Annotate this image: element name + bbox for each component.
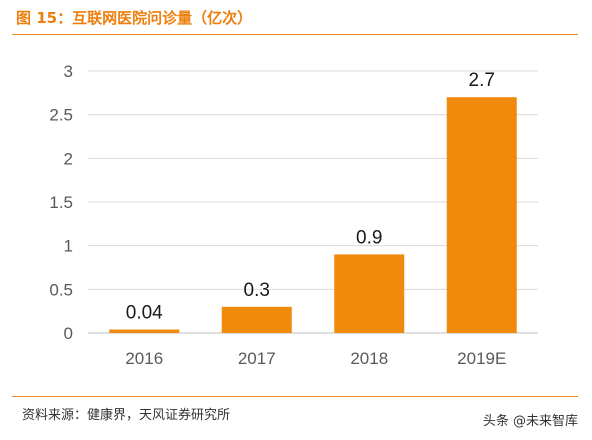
data-label: 0.3 [244,280,270,301]
y-tick-label: 0 [64,324,73,343]
y-tick-label: 1.5 [49,193,73,212]
bar [221,306,292,333]
bar [109,329,180,333]
y-axis-ticks: 0 0.5 1 1.5 2 2.5 3 [49,62,73,343]
title-rule [12,34,578,35]
y-tick-label: 3 [64,62,73,81]
y-tick-label: 0.5 [49,280,73,299]
data-label: 0.9 [356,227,382,248]
data-label: 0.04 [126,303,163,324]
data-labels: 0.04 0.3 0.9 2.7 [126,70,495,323]
data-label: 2.7 [469,70,495,91]
y-tick-label: 1 [64,237,73,256]
x-tick-label: 2019E [457,349,506,368]
x-axis-ticks: 2016 2017 2018 2019E [125,349,506,368]
source-rule [12,396,578,397]
x-tick-label: 2017 [238,349,276,368]
bar [446,97,517,333]
x-tick-label: 2018 [350,349,388,368]
figure-title: 图 15：互联网医院问诊量（亿次） [16,9,253,27]
y-tick-label: 2.5 [49,106,73,125]
bar [334,254,405,333]
source-note: 资料来源：健康界，天风证券研究所 [22,408,231,423]
watermark: 头条 @未来智库 [482,414,578,429]
bar-chart: 0 0.5 1 1.5 2 2.5 3 0.04 0.3 0.9 2.7 2016 2017 2018… [49,62,538,368]
x-tick-label: 2016 [125,349,163,368]
y-tick-label: 2 [64,149,73,168]
bars [109,97,517,333]
